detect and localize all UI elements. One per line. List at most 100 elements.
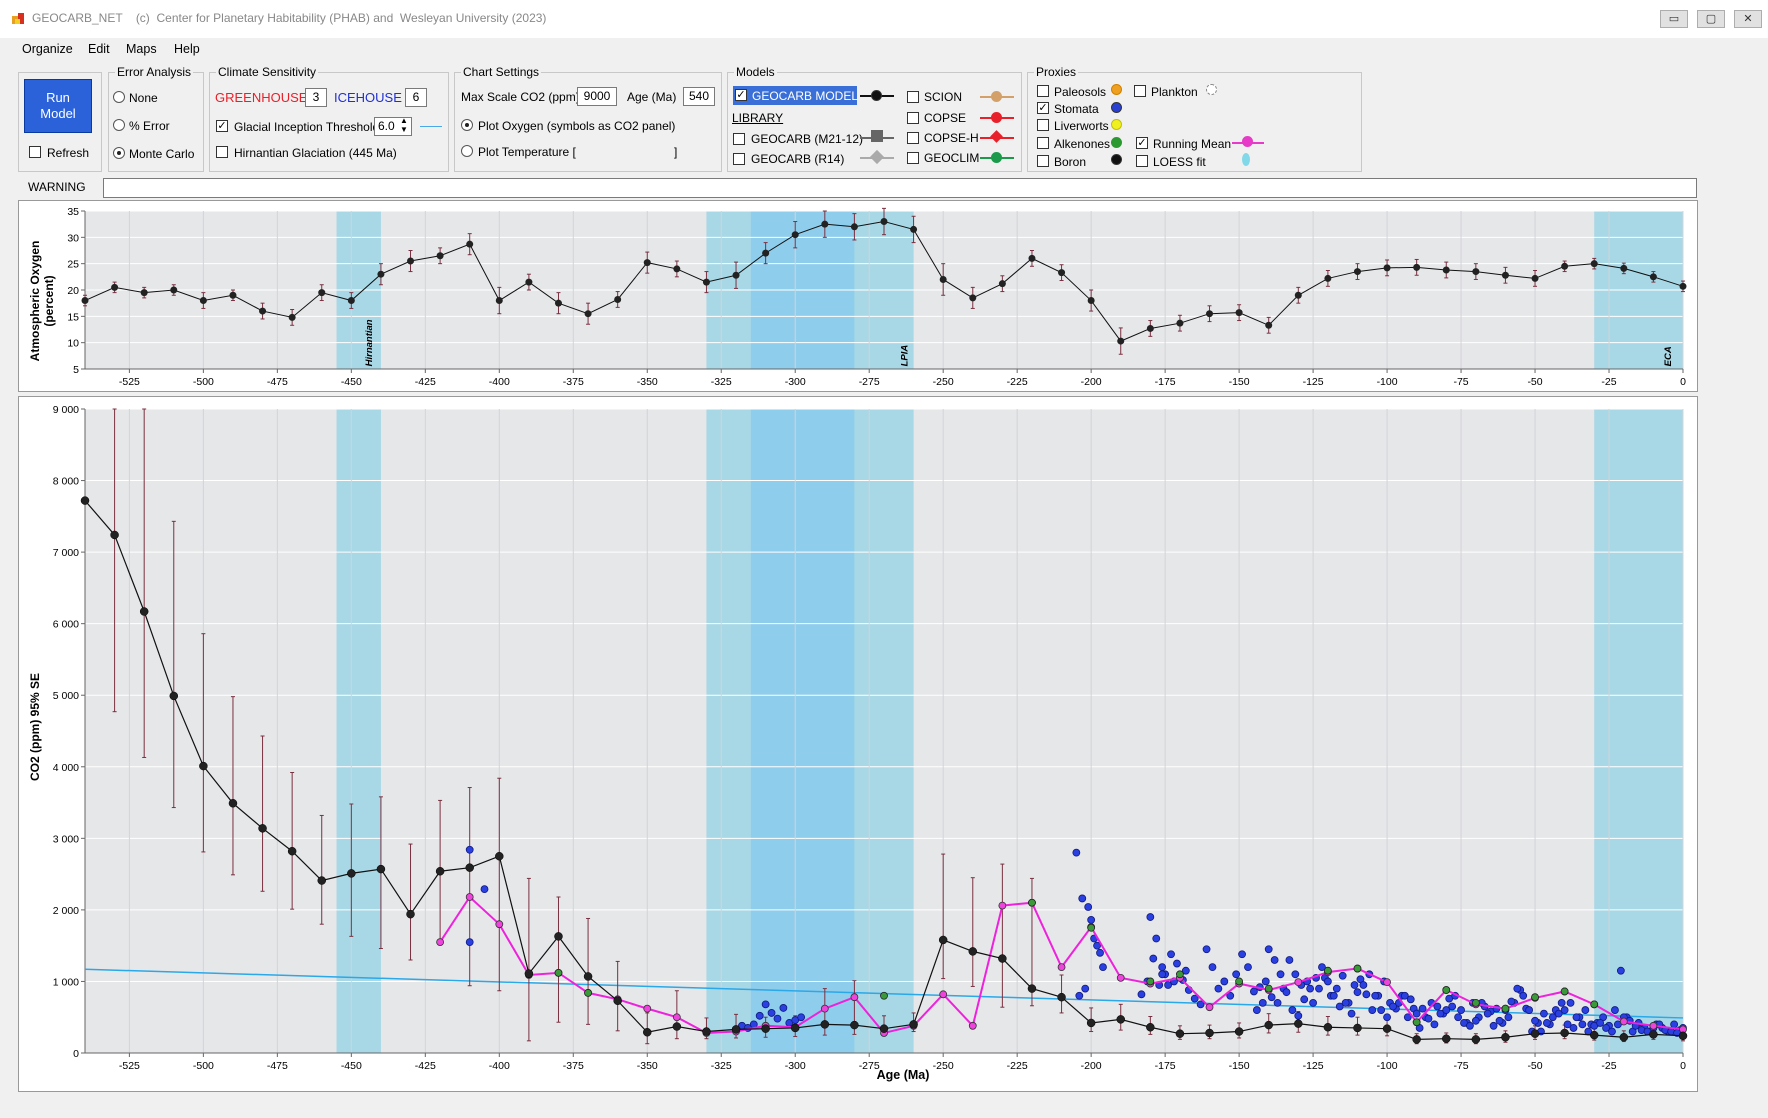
oxygen-point (1442, 266, 1450, 274)
stomata-point (1335, 1002, 1344, 1011)
error-analysis-group: Error Analysis (108, 65, 204, 172)
running-mean-point (1383, 978, 1391, 987)
copse-h-label: COPSE-H (924, 131, 979, 145)
running-mean-point (1057, 963, 1066, 972)
run-group (18, 72, 102, 172)
stomata-point (1542, 1019, 1551, 1027)
geocarb-model-point (1234, 1027, 1244, 1036)
stomata-point (1483, 1009, 1492, 1018)
maximize-button[interactable]: ▢ (1697, 10, 1725, 28)
menu-maps[interactable]: Maps (126, 42, 157, 56)
plankton-marker-icon (1206, 84, 1217, 95)
error-percent-radio[interactable] (113, 119, 125, 131)
oxygen-point (910, 225, 918, 233)
geocarb-m21-checkbox[interactable] (733, 133, 745, 145)
x-tick-label: -275 (859, 1060, 880, 1072)
geoclim-checkbox[interactable] (907, 152, 919, 164)
age-input[interactable]: 540 (683, 87, 715, 106)
stomata-point (1548, 1013, 1557, 1022)
alkenones-checkbox[interactable] (1037, 137, 1049, 149)
max-co2-input[interactable]: 9000 (577, 87, 617, 106)
stomata-checkbox[interactable]: ✓ (1037, 102, 1049, 114)
menu-help[interactable]: Help (174, 42, 200, 56)
paleosols-checkbox[interactable] (1037, 85, 1049, 97)
x-tick-label: -250 (933, 376, 954, 388)
geocarb-model-checkbox[interactable]: ✓ (735, 89, 747, 101)
oxygen-point (229, 291, 237, 299)
paleosols-label: Paleosols (1054, 85, 1107, 99)
stomata-point (1581, 1006, 1590, 1014)
menu-edit[interactable]: Edit (88, 42, 110, 56)
alkenone-point (584, 988, 592, 997)
chart-settings-group: Chart Settings (454, 65, 722, 172)
stomata-point (480, 885, 489, 894)
icehouse-input[interactable]: 6 (405, 88, 427, 107)
oxygen-point (1028, 254, 1036, 262)
x-tick-label: -50 (1527, 1060, 1542, 1072)
x-tick-label: -175 (1155, 1060, 1176, 1072)
copse-checkbox[interactable] (907, 112, 919, 124)
stomata-point (1448, 1002, 1457, 1011)
oxygen-point (1235, 309, 1243, 317)
x-tick-label: 0 (1680, 376, 1686, 388)
glacial-threshold-spinner[interactable]: 6.0 (374, 117, 412, 136)
y-tick-label: 0 (73, 1048, 79, 1060)
alkenone-point (1471, 999, 1480, 1007)
refresh-checkbox[interactable] (29, 146, 41, 158)
spinner-arrows-icon[interactable]: ▲ ▼ (400, 116, 408, 134)
copse-h-checkbox[interactable] (907, 132, 919, 144)
geocarb-model-point (347, 869, 356, 878)
liverworts-checkbox[interactable] (1037, 119, 1049, 131)
stomata-point (465, 845, 474, 854)
x-tick-label: -375 (563, 1060, 584, 1072)
running-mean-checkbox[interactable]: ✓ (1136, 137, 1148, 149)
run-model-button[interactable]: Run Model (24, 79, 92, 133)
stomata-point (1164, 981, 1172, 989)
stomata-point (1430, 1020, 1439, 1029)
stomata-point (779, 1004, 788, 1012)
boron-checkbox[interactable] (1037, 155, 1049, 167)
oxygen-point (1087, 297, 1095, 305)
stomata-point (1099, 963, 1107, 972)
plankton-checkbox[interactable] (1134, 85, 1146, 97)
threshold-line-swatch (420, 126, 442, 127)
oxygen-point (495, 297, 503, 305)
plot-oxygen-radio[interactable] (461, 119, 473, 131)
stomata-point (797, 1013, 806, 1022)
geocarb-r14-checkbox[interactable] (733, 153, 745, 165)
alkenone-point (1146, 977, 1155, 986)
title-bar: GEOCARB_NET (c) Center for Planetary Hab… (0, 0, 1768, 38)
error-monte-carlo-radio[interactable] (113, 147, 125, 159)
geocarb-model-point (435, 866, 445, 876)
glacial-threshold-label: Glacial Inception Threshold (234, 120, 380, 134)
menu-organize[interactable]: Organize (22, 42, 73, 56)
x-tick-label: -425 (415, 376, 436, 388)
oxygen-point (259, 307, 267, 315)
plot-temperature-radio[interactable] (461, 145, 473, 157)
greenhouse-input[interactable]: 3 (305, 88, 327, 107)
alkenone-point (1590, 1000, 1599, 1009)
x-tick-label: -400 (489, 1060, 510, 1072)
stomata-point (1412, 1009, 1421, 1018)
menu-bar: Organize Edit Maps Help (0, 38, 1768, 60)
running-mean-point (495, 920, 504, 929)
x-tick-label: -475 (267, 376, 288, 388)
geocarb-model-point (1116, 1015, 1125, 1024)
hirnantian-checkbox[interactable] (216, 146, 228, 158)
stomata-point (1190, 994, 1199, 1003)
stomata-point (1220, 977, 1229, 986)
stomata-point (1371, 991, 1380, 1000)
geocarb-model-marker-icon (871, 90, 882, 101)
geocarb-model-point (169, 691, 179, 701)
oxygen-point (1620, 264, 1628, 272)
stomata-point (1341, 999, 1350, 1007)
oxygen-point (1383, 264, 1391, 272)
scion-checkbox[interactable] (907, 91, 919, 103)
error-none-radio[interactable] (113, 91, 125, 103)
close-button[interactable]: ✕ (1734, 10, 1762, 28)
minimize-button[interactable]: ▭ (1660, 10, 1688, 28)
loess-checkbox[interactable] (1136, 155, 1148, 167)
glacial-threshold-checkbox[interactable]: ✓ (216, 120, 228, 132)
x-tick-label: 0 (1680, 1060, 1686, 1072)
stomata-point (1457, 1006, 1465, 1014)
